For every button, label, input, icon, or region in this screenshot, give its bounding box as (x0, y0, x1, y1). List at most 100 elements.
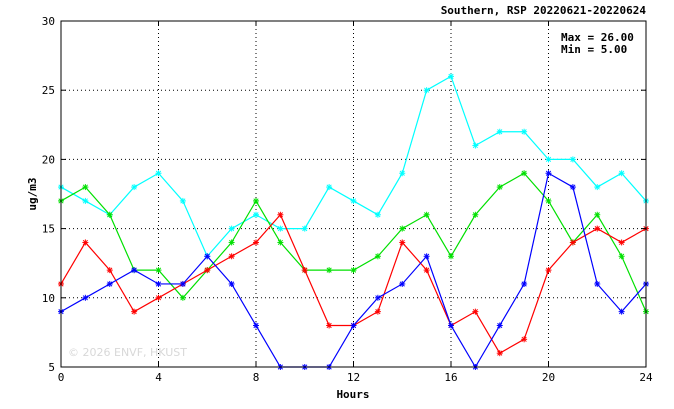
series-3 (58, 211, 649, 357)
data-point (399, 280, 406, 287)
data-point (472, 211, 479, 218)
data-point (448, 322, 454, 329)
data-point (326, 267, 333, 274)
series-1 (58, 73, 649, 260)
data-point (82, 184, 89, 191)
grid (61, 21, 646, 367)
data-point (423, 87, 430, 94)
data-point (545, 197, 552, 204)
data-point (155, 267, 162, 274)
data-point (423, 211, 430, 218)
data-point (350, 322, 357, 329)
data-point (618, 239, 625, 246)
data-point (253, 322, 259, 329)
data-point (277, 239, 284, 246)
x-tick-label: 8 (253, 371, 260, 384)
data-point (204, 267, 211, 274)
x-tick-label: 20 (542, 371, 555, 384)
data-point (106, 280, 113, 287)
data-point (277, 211, 284, 218)
data-point (374, 294, 381, 301)
min-stat: Min = 5.00 (561, 43, 627, 56)
data-point (423, 267, 430, 274)
data-point (423, 253, 430, 260)
data-point (82, 239, 89, 246)
data-point (374, 253, 381, 260)
data-point (594, 225, 601, 232)
data-point (545, 170, 552, 177)
data-point (521, 128, 528, 135)
chart-title: Southern, RSP 20220621-20220624 (441, 4, 647, 17)
data-point (155, 294, 162, 301)
data-point (374, 308, 381, 315)
data-point (496, 128, 503, 135)
data-point (228, 280, 235, 287)
data-point (106, 267, 113, 274)
data-point (545, 267, 552, 274)
data-point (594, 280, 601, 287)
data-point (82, 294, 89, 301)
data-point (399, 225, 406, 232)
data-point (82, 197, 89, 204)
data-point (253, 239, 259, 246)
data-point (131, 267, 138, 274)
data-point (569, 239, 576, 246)
x-tick-label: 12 (347, 371, 360, 384)
data-point (155, 170, 162, 177)
data-point (496, 350, 503, 357)
data-point (399, 239, 406, 246)
data-point (496, 184, 503, 191)
data-point (326, 322, 333, 329)
data-point (301, 267, 308, 274)
y-tick-label: 25 (42, 84, 55, 97)
data-point (618, 308, 625, 315)
data-point (277, 225, 284, 232)
data-point (204, 253, 211, 260)
x-tick-label: 16 (444, 371, 457, 384)
axes: 0 4 8 12 16 20 24 5 10 15 20 25 30 (42, 15, 653, 384)
data-point (179, 294, 186, 301)
series-group (58, 73, 649, 370)
data-point (448, 73, 454, 80)
data-point (472, 308, 479, 315)
x-tick-label: 24 (639, 371, 653, 384)
x-tick-label: 4 (155, 371, 162, 384)
data-point (594, 211, 601, 218)
data-point (301, 225, 308, 232)
data-point (521, 336, 528, 343)
data-point (179, 197, 186, 204)
data-point (131, 308, 138, 315)
y-tick-label: 5 (48, 361, 55, 374)
watermark: © 2026 ENVF, HKUST (68, 346, 187, 359)
data-point (569, 184, 576, 191)
data-point (350, 267, 357, 274)
data-point (253, 211, 259, 218)
y-tick-label: 20 (42, 153, 55, 166)
y-axis-label: ug/m3 (26, 177, 39, 210)
data-point (618, 170, 625, 177)
data-point (228, 253, 235, 260)
y-tick-label: 30 (42, 15, 55, 28)
data-point (594, 184, 601, 191)
data-point (155, 280, 162, 287)
data-point (521, 170, 528, 177)
data-point (618, 253, 625, 260)
y-tick-label: 15 (42, 223, 55, 236)
data-point (448, 253, 454, 260)
data-point (569, 156, 576, 163)
data-point (472, 142, 479, 149)
max-stat: Max = 26.00 (561, 31, 634, 44)
data-point (228, 225, 235, 232)
data-point (106, 211, 113, 218)
data-point (253, 197, 259, 204)
x-tick-label: 0 (58, 371, 65, 384)
data-point (374, 211, 381, 218)
data-point (399, 170, 406, 177)
data-point (179, 280, 186, 287)
data-point (496, 322, 503, 329)
data-point (131, 184, 138, 191)
x-axis-label: Hours (336, 388, 369, 401)
data-point (521, 280, 528, 287)
data-point (350, 197, 357, 204)
